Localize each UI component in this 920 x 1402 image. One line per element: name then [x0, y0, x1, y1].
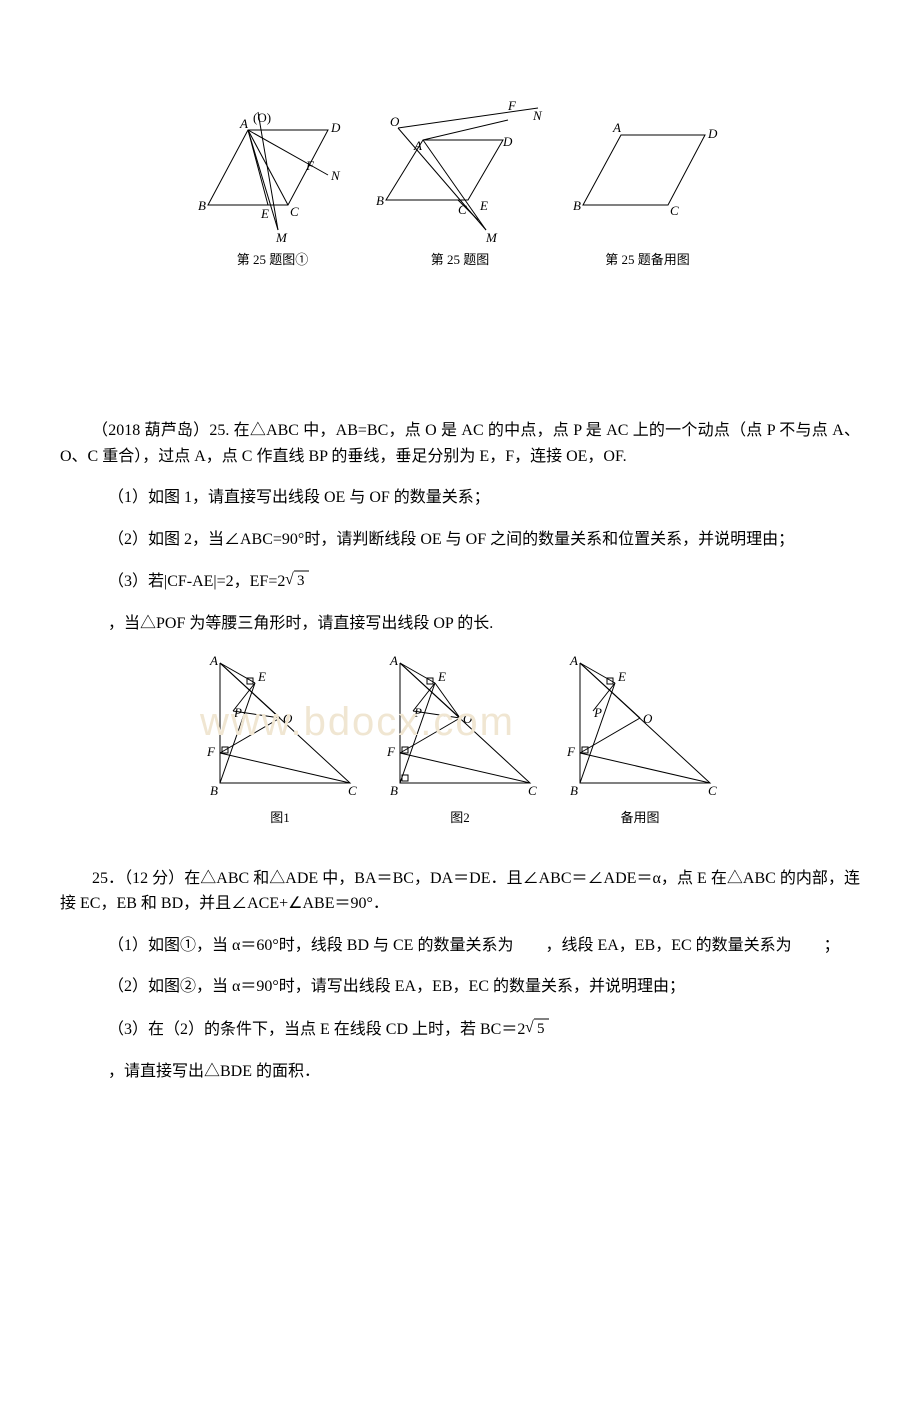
figure-p25-3-svg: A E P O F B C [560, 653, 720, 803]
part3b-prefix: （3）在（2）的条件下，当点 E 在线段 CD 上时，若 BC＝2 [108, 1021, 525, 1038]
top-figure-row: A (O) D F N B E C M 第 25 题图① [0, 100, 920, 268]
label-C: C [290, 204, 299, 219]
figure-p25-2: A E P O F B C 图2 [380, 653, 540, 826]
label-B: B [210, 783, 218, 798]
label-B: B [198, 198, 206, 213]
sqrt-5-icon: √5 [525, 1016, 551, 1038]
label-E: E [437, 669, 446, 684]
label-F: F [507, 98, 517, 113]
label-C: C [458, 202, 467, 217]
caption-p25-3: 备用图 [620, 807, 659, 826]
figure-p25-3: A E P O F B C 备用图 [560, 653, 720, 826]
label-N: N [330, 168, 341, 183]
label-F: F [206, 744, 216, 759]
figure-25-3-svg: A D B C [573, 100, 723, 245]
label-B: B [376, 193, 384, 208]
label-D: D [502, 134, 513, 149]
svg-text:5: 5 [537, 1021, 545, 1037]
label-P: P [413, 705, 422, 720]
label-D: D [707, 126, 718, 141]
label-D: D [330, 120, 341, 135]
label-B: B [390, 783, 398, 798]
problem-25b-part2: （2）如图②，当 α＝90°时，请写出线段 EA，EB，EC 的数量关系，并说明… [60, 974, 860, 1000]
label-P: P [233, 705, 242, 720]
label-A: A [569, 653, 578, 668]
label-M: M [485, 230, 498, 245]
caption-25-1: 第 25 题图① [237, 249, 309, 268]
label-C: C [348, 783, 357, 798]
label-M: M [275, 230, 288, 245]
figure-p25-2-svg: A E P O F B C [380, 653, 540, 803]
figure-25-1: A (O) D F N B E C M 第 25 题图① [198, 100, 348, 268]
problem-25a-part1: （1）如图 1，请直接写出线段 OE 与 OF 的数量关系； [60, 485, 860, 511]
sqrt-3-icon: √3 [285, 568, 311, 590]
label-F: F [305, 158, 315, 173]
label-O: O [390, 114, 400, 129]
label-O: O [463, 711, 473, 726]
label-A: A [389, 653, 398, 668]
label-A: A [612, 120, 621, 135]
label-C: C [670, 203, 679, 218]
caption-p25-2: 图2 [450, 807, 470, 826]
label-B: B [573, 198, 581, 213]
label-B: B [570, 783, 578, 798]
label-P: P [593, 705, 602, 720]
label-N: N [532, 108, 543, 123]
problem-25a-part2: （2）如图 2，当∠ABC=90°时，请判断线段 OE 与 OF 之间的数量关系… [60, 527, 860, 553]
caption-p25-1: 图1 [270, 807, 290, 826]
caption-25-2: 第 25 题图 [431, 249, 490, 268]
label-O: O [643, 711, 653, 726]
label-O: O [283, 711, 293, 726]
label-E: E [617, 669, 626, 684]
figure-p25-1-svg: A E P O F B C [200, 653, 360, 803]
figure-p25-1: A E P O F B C 图1 [200, 653, 360, 826]
problem-25b-intro: 25．（12 分）在△ABC 和△ADE 中，BA＝BC，DA＝DE．且∠ABC… [60, 866, 860, 917]
problem-25a-intro: （2018 葫芦岛）25. 在△ABC 中，AB=BC，点 O 是 AC 的中点… [60, 418, 860, 469]
label-A: A [209, 653, 218, 668]
label-O: (O) [253, 110, 271, 125]
label-F: F [566, 744, 576, 759]
label-E: E [260, 206, 269, 221]
label-A: A [413, 138, 422, 153]
label-F: F [386, 744, 396, 759]
problem-25b-part1: （1）如图①，当 α＝60°时，线段 BD 与 CE 的数量关系为 ，线段 EA… [60, 933, 860, 959]
label-E: E [257, 669, 266, 684]
label-A: A [239, 116, 248, 131]
label-C: C [528, 783, 537, 798]
svg-text:√: √ [285, 571, 294, 588]
part3-prefix: （3）若|CF-AE|=2，EF=2 [108, 573, 285, 590]
problem-25a-part3-line1: （3）若|CF-AE|=2，EF=2√3 [60, 568, 860, 595]
label-C: C [708, 783, 717, 798]
figure-25-1-svg: A (O) D F N B E C M [198, 100, 348, 245]
caption-25-3: 第 25 题备用图 [605, 249, 690, 268]
figure-25-3: A D B C 第 25 题备用图 [573, 100, 723, 268]
problem-25b-part3-line2: ，请直接写出△BDE 的面积． [60, 1059, 860, 1085]
problem-25a-part3-line2: ，当△POF 为等腰三角形时，请直接写出线段 OP 的长. [60, 611, 860, 637]
svg-text:√: √ [525, 1019, 534, 1036]
figure-25-2: O A D F N B C E M 第 25 题图 [378, 100, 543, 268]
figure-25-2-svg: O A D F N B C E M [378, 100, 543, 245]
svg-text:3: 3 [297, 573, 305, 589]
mid-figure-row: A E P O F B C 图1 [0, 653, 920, 826]
label-E: E [479, 198, 488, 213]
problem-25b-part3-line1: （3）在（2）的条件下，当点 E 在线段 CD 上时，若 BC＝2√5 [60, 1016, 860, 1043]
